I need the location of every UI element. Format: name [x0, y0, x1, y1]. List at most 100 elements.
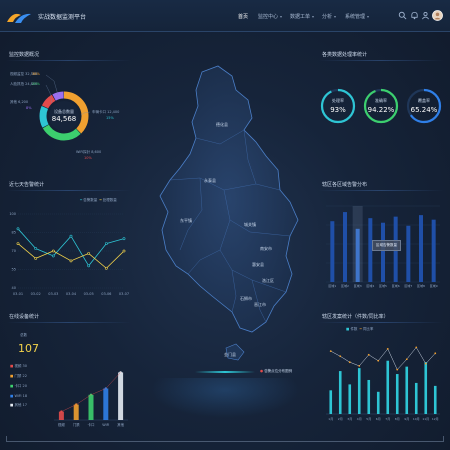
map-glow-line [195, 371, 255, 373]
y-tick-label: 40 [12, 286, 16, 290]
line-panel-title: 近七天告警统计 [9, 182, 45, 188]
leader-line [45, 84, 53, 104]
device-legend-text: 门禁 22 [14, 374, 28, 378]
x-tick-label: 11月 [422, 417, 429, 421]
bar [103, 388, 109, 420]
device-unit-label: 总数 [20, 333, 27, 337]
ring-1-value: 93% [330, 106, 346, 114]
bar [414, 382, 418, 414]
x-tick-label: 1月 [328, 417, 333, 421]
divider [6, 190, 131, 191]
x-tick-label: 4月 [357, 417, 362, 421]
map-label: 城关镇 [244, 221, 256, 227]
bar [367, 379, 371, 414]
map-label: 晋江市 [254, 301, 266, 307]
bar [355, 228, 360, 282]
map-label: 洛江区 [262, 277, 274, 283]
bar [118, 372, 124, 420]
nav-home-label: 首页 [238, 14, 249, 20]
data-point [122, 249, 126, 253]
divider [318, 190, 444, 191]
rate-point [424, 362, 427, 365]
bar [381, 222, 385, 282]
bar [348, 384, 352, 414]
y-tick-label: 85 [12, 231, 16, 235]
nav-analysis-label: 分析 [322, 14, 333, 20]
x-tick-label: 2月 [338, 417, 343, 421]
donut-center-value: 84,568 [52, 115, 77, 123]
nav-system[interactable]: 系统管理 ▾ [345, 13, 369, 20]
search-icon[interactable] [398, 11, 407, 20]
nav-monitor[interactable]: 监控中心 ▾ [258, 13, 282, 20]
map-legend-text: 告警点位分布图例 [264, 369, 293, 373]
x-tick-label: 区域9 [430, 283, 438, 288]
donut-label-2: 人脸抓拍 24,800 [10, 81, 37, 86]
ring-1: 处理率 93% [320, 88, 356, 124]
map-legend: ● 告警点位分布图例 [260, 369, 293, 373]
divider [6, 322, 131, 323]
bell-icon[interactable] [410, 11, 419, 20]
donut-pct-2: 29% [32, 82, 40, 86]
device-legend-item: ■ 其他 17 [10, 403, 28, 407]
y-tick-label: 100 [9, 212, 16, 216]
data-point [104, 242, 108, 246]
bar [73, 404, 79, 420]
map-label: 南安市 [260, 245, 272, 251]
divider [6, 60, 131, 61]
donut-slices [39, 91, 89, 141]
x-tick-label: 03-07 [119, 292, 129, 296]
ring-3-value: 65.24% [411, 106, 438, 114]
nav-orders[interactable]: 数据工单 ▾ [290, 13, 314, 20]
donut-chart: 设备总数量 84,568 视频监控 32,568 人脸抓拍 24,800 车辆卡… [10, 71, 119, 160]
donut-label-3: 车辆卡口 12,400 [92, 109, 119, 114]
top-bar: 实战数据监测平台 首页 监控中心 ▾ 数据工单 ▾ 分析 ▾ 系统管理 ▾ [0, 0, 450, 32]
rate-line [330, 346, 436, 371]
nav-home[interactable]: 首页 [238, 13, 248, 20]
region-map: 德化县 永泰县 东平镇 城关镇 南安市 惠安县 石狮市 洛江区 晋江市 金门县 [159, 65, 299, 361]
data-point [87, 252, 91, 255]
bar-tooltip: 区域告警数量 [372, 240, 401, 251]
legend-handled: 处理数量 [102, 198, 117, 202]
region-bar-chart: 区域1 区域2 区域3 区域4 区域5 区域6 区域7 区域8 区域9 [326, 205, 440, 288]
map-outline [159, 65, 299, 333]
avatar[interactable] [432, 10, 443, 21]
map-label: 德化县 [216, 121, 228, 127]
map-label: 石狮市 [240, 295, 252, 301]
app-title: 实战数据监测平台 [38, 14, 87, 21]
donut-label-1: 视频监控 32,568 [10, 71, 37, 76]
data-point [87, 264, 91, 268]
logo [7, 13, 31, 23]
divider [318, 60, 444, 61]
x-tick-label: 区域5 [379, 283, 387, 288]
device-panel-title: 在线设备统计 [9, 314, 40, 320]
data-point [16, 227, 20, 231]
donut-pct-3: 15% [106, 116, 114, 120]
donut-slice [39, 91, 89, 141]
y-tick-label: 70 [12, 249, 16, 253]
nav-analysis[interactable]: 分析 ▾ [322, 13, 336, 20]
map-label: 金门县 [224, 351, 236, 357]
device-legend-text: 视频 30 [14, 364, 28, 368]
y-tick-label: 55 [12, 268, 16, 272]
x-tick-label: 9月 [404, 417, 409, 421]
donut-slice [39, 91, 89, 141]
rate-point [434, 352, 437, 355]
x-tick-label: 区域2 [341, 283, 349, 288]
rate-point [386, 347, 389, 350]
rate-point [339, 355, 342, 358]
nav-monitor-label: 监控中心 [258, 14, 279, 20]
ring-3: 覆盖率 65.24% [406, 88, 442, 124]
legend-cases: 件数 [350, 327, 358, 331]
x-tick-label: 03-03 [48, 292, 58, 296]
device-legend-item: ■ 门禁 22 [10, 374, 28, 378]
rate-rings: 处理率 93% 准确率 94.22% 覆盖率 65.24% [320, 88, 442, 124]
x-tick-label: 10月 [413, 417, 420, 421]
combo-chart: 1月 2月 3月 4月 5月 6月 7月 8月 9月 10月 11月 12月 [326, 346, 440, 421]
data-point [51, 254, 55, 258]
chevron-down-icon: ▾ [367, 14, 370, 19]
user-icon[interactable] [421, 11, 430, 20]
data-point [104, 266, 108, 270]
x-tick-label: 5月 [366, 417, 371, 421]
rate-point [405, 358, 408, 361]
x-tick-label: 03-06 [101, 292, 111, 296]
